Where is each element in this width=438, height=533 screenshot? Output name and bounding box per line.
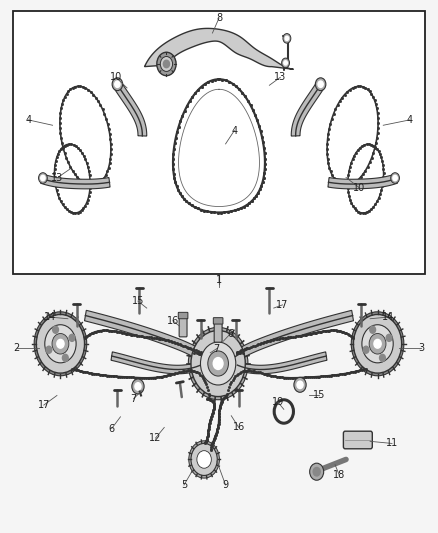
Polygon shape: [145, 28, 293, 69]
Circle shape: [353, 314, 402, 373]
Circle shape: [163, 60, 170, 68]
Circle shape: [393, 175, 397, 181]
Circle shape: [34, 312, 87, 376]
Text: 2: 2: [14, 343, 20, 352]
Circle shape: [53, 326, 58, 333]
Text: 16: 16: [233, 423, 245, 432]
Text: 1: 1: [216, 275, 222, 285]
Text: 14: 14: [381, 312, 394, 322]
Circle shape: [310, 463, 324, 480]
Text: 11: 11: [386, 439, 398, 448]
Text: 15: 15: [313, 391, 325, 400]
Text: 16: 16: [167, 316, 179, 326]
Circle shape: [112, 78, 123, 91]
Circle shape: [282, 58, 290, 68]
Circle shape: [135, 383, 141, 390]
Circle shape: [213, 358, 223, 369]
Circle shape: [57, 340, 64, 348]
Text: 10: 10: [353, 183, 365, 192]
Circle shape: [201, 342, 236, 385]
Circle shape: [369, 334, 386, 354]
Circle shape: [294, 377, 306, 392]
Circle shape: [283, 34, 291, 43]
Circle shape: [52, 334, 69, 354]
Circle shape: [278, 405, 290, 418]
FancyBboxPatch shape: [343, 431, 372, 449]
Circle shape: [132, 379, 144, 394]
Circle shape: [208, 351, 229, 376]
Circle shape: [69, 334, 75, 341]
Circle shape: [46, 346, 52, 353]
Circle shape: [189, 441, 219, 478]
Text: 10: 10: [110, 72, 122, 82]
Polygon shape: [85, 310, 207, 363]
Polygon shape: [236, 352, 327, 374]
Circle shape: [160, 56, 173, 71]
Circle shape: [197, 451, 211, 468]
Text: 14: 14: [44, 312, 57, 322]
Text: 8: 8: [216, 13, 222, 23]
Circle shape: [115, 81, 120, 87]
Circle shape: [370, 326, 375, 333]
Text: 15: 15: [132, 296, 144, 306]
Text: 4: 4: [25, 115, 32, 125]
Circle shape: [374, 340, 381, 348]
Circle shape: [41, 175, 45, 181]
FancyBboxPatch shape: [178, 312, 188, 319]
Circle shape: [318, 81, 323, 87]
Text: 5: 5: [181, 480, 187, 490]
Bar: [13, 11, 425, 274]
Circle shape: [157, 52, 176, 76]
Circle shape: [351, 312, 404, 376]
Circle shape: [315, 78, 326, 91]
Circle shape: [391, 173, 399, 183]
Text: 4: 4: [231, 126, 237, 135]
Polygon shape: [113, 79, 147, 136]
Circle shape: [191, 330, 245, 397]
Circle shape: [362, 325, 393, 363]
Text: 6: 6: [227, 329, 233, 339]
Text: 17: 17: [276, 300, 289, 310]
Text: 13: 13: [51, 173, 63, 183]
Text: 13: 13: [274, 72, 286, 82]
Circle shape: [63, 354, 68, 361]
Text: 19: 19: [272, 398, 284, 407]
Circle shape: [284, 61, 287, 65]
Circle shape: [363, 346, 369, 353]
Polygon shape: [231, 310, 353, 363]
Circle shape: [297, 381, 303, 389]
Polygon shape: [41, 174, 110, 189]
Text: 9: 9: [223, 480, 229, 490]
Polygon shape: [291, 79, 325, 136]
Circle shape: [188, 327, 248, 400]
FancyBboxPatch shape: [214, 321, 222, 342]
Text: 17: 17: [38, 400, 50, 410]
FancyBboxPatch shape: [179, 316, 187, 337]
Polygon shape: [328, 174, 397, 189]
Text: 6: 6: [109, 424, 115, 433]
Circle shape: [386, 334, 392, 341]
FancyBboxPatch shape: [213, 318, 223, 324]
Circle shape: [285, 36, 289, 41]
Text: 4: 4: [406, 115, 413, 125]
Polygon shape: [111, 352, 202, 374]
Circle shape: [191, 443, 217, 475]
Text: 7: 7: [131, 394, 137, 403]
Text: 18: 18: [333, 471, 346, 480]
Circle shape: [39, 173, 47, 183]
Circle shape: [45, 325, 76, 363]
Text: 7: 7: [214, 344, 220, 353]
Circle shape: [380, 354, 385, 361]
Text: 3: 3: [418, 343, 424, 352]
Text: 12: 12: [149, 433, 162, 443]
Circle shape: [313, 467, 320, 476]
Circle shape: [36, 314, 85, 373]
